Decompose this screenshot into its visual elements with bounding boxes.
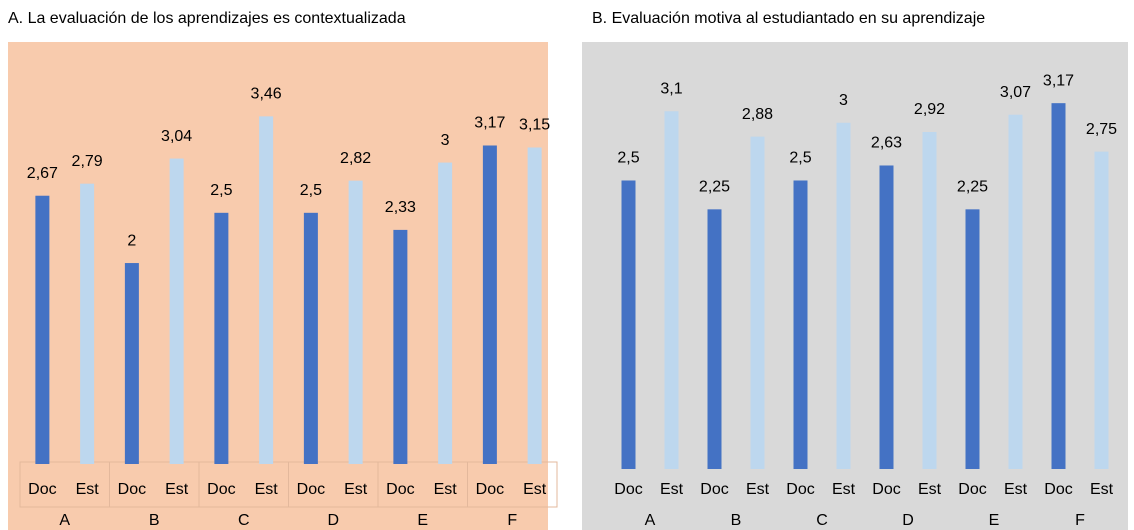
data-label: 2,75	[1086, 121, 1117, 138]
data-label: 2,5	[300, 182, 322, 199]
series-label: Est	[746, 481, 770, 498]
data-label: 2,5	[789, 150, 811, 167]
data-label: 2	[127, 232, 136, 249]
data-label: 2,25	[957, 179, 988, 196]
bar	[965, 209, 980, 470]
bar	[348, 180, 363, 464]
series-label: Est	[832, 481, 856, 498]
data-label: 3,46	[251, 86, 282, 103]
data-label: 3	[839, 92, 848, 109]
bar	[393, 229, 408, 464]
category-label: B	[149, 512, 160, 529]
series-label: Doc	[872, 481, 900, 498]
series-label: Doc	[386, 481, 414, 498]
data-label: 2,5	[617, 150, 639, 167]
bar	[80, 183, 95, 464]
bar	[259, 116, 274, 464]
series-label: Doc	[297, 481, 325, 498]
series-label: Est	[76, 481, 100, 498]
series-label: Doc	[614, 481, 642, 498]
data-label: 3,07	[1000, 84, 1031, 101]
category-label: D	[327, 512, 339, 529]
data-label: 2,82	[340, 150, 371, 167]
series-label: Est	[165, 481, 189, 498]
category-label: E	[989, 512, 1000, 529]
series-label: Doc	[786, 481, 814, 498]
bar	[1094, 151, 1109, 469]
data-label: 2,33	[385, 199, 416, 216]
category-label: C	[816, 512, 828, 529]
data-label: 3,17	[474, 115, 505, 132]
series-label: Doc	[28, 481, 56, 498]
bar	[1008, 114, 1023, 469]
bar	[879, 165, 894, 470]
data-label: 3	[441, 132, 450, 149]
plot-background	[8, 42, 548, 530]
data-label: 3,17	[1043, 72, 1074, 89]
category-label: A	[645, 512, 656, 529]
bar	[707, 209, 722, 470]
data-label: 2,67	[27, 165, 58, 182]
category-label: C	[238, 512, 250, 529]
series-label: Est	[660, 481, 684, 498]
series-label: Est	[434, 481, 458, 498]
bar	[303, 212, 318, 464]
category-label: B	[731, 512, 742, 529]
bar	[793, 180, 808, 469]
category-label: A	[59, 512, 70, 529]
chart-title: B. Evaluación motiva al estudiantado en …	[592, 10, 985, 27]
series-label: Doc	[700, 481, 728, 498]
category-label: F	[507, 512, 517, 529]
category-label: D	[902, 512, 914, 529]
bar	[750, 136, 765, 469]
bar	[124, 263, 139, 464]
bar	[527, 147, 542, 464]
category-label: F	[1075, 512, 1085, 529]
series-label: Doc	[476, 481, 504, 498]
plot-background	[582, 42, 1128, 530]
data-label: 2,25	[699, 179, 730, 196]
bar	[438, 162, 453, 465]
series-label: Est	[344, 481, 368, 498]
bar	[621, 180, 636, 469]
bar	[836, 122, 851, 469]
data-label: 2,88	[742, 106, 773, 123]
data-label: 3,1	[660, 80, 682, 97]
series-label: Est	[918, 481, 942, 498]
bar	[664, 111, 679, 470]
bar	[922, 132, 937, 469]
series-label: Doc	[118, 481, 146, 498]
category-cell	[467, 461, 558, 508]
bar	[1051, 103, 1066, 470]
category-label: E	[417, 512, 428, 529]
bar	[214, 212, 229, 464]
series-label: Est	[1004, 481, 1028, 498]
series-label: Est	[255, 481, 279, 498]
data-label: 3,04	[161, 128, 192, 145]
data-label: 2,5	[210, 182, 232, 199]
series-label: Est	[523, 481, 547, 498]
bar	[482, 145, 497, 464]
series-label: Doc	[958, 481, 986, 498]
data-label: 2,92	[914, 101, 945, 118]
data-label: 2,63	[871, 135, 902, 152]
data-label: 3,15	[519, 117, 550, 134]
bar	[169, 158, 184, 465]
bar	[35, 195, 50, 464]
chart-title: A. La evaluación de los aprendizajes es …	[8, 10, 406, 27]
series-label: Est	[1090, 481, 1114, 498]
series-label: Doc	[207, 481, 235, 498]
data-label: 2,79	[72, 153, 103, 170]
series-label: Doc	[1044, 481, 1072, 498]
